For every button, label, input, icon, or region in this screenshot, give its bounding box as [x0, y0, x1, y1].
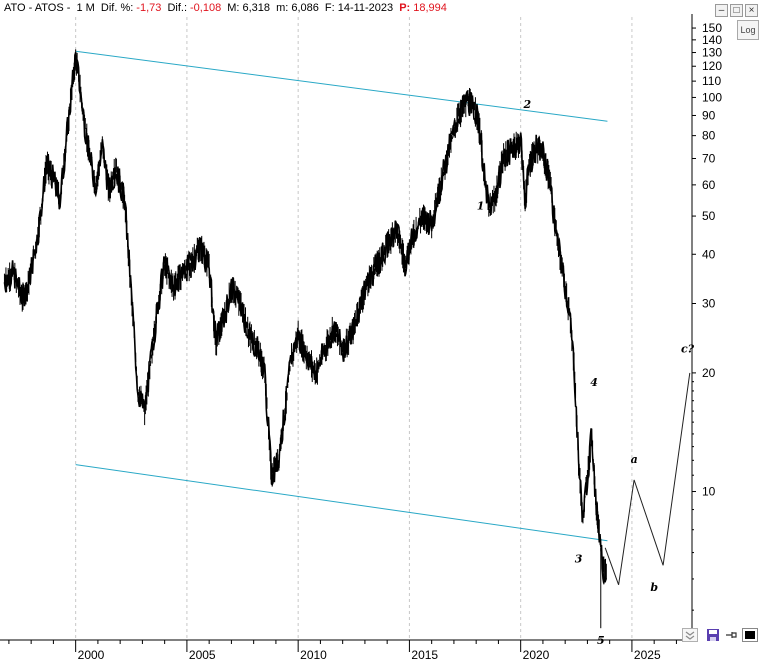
price-line	[3, 52, 608, 584]
y-tick-label: 150	[702, 21, 722, 35]
dif-value: -0,108	[190, 2, 222, 14]
y-tick-label: 110	[702, 74, 721, 88]
min-label: m:	[276, 2, 289, 14]
color-swatch-icon-glyph	[742, 628, 758, 642]
y-tick-label: 20	[702, 366, 716, 380]
max-label: M:	[227, 2, 240, 14]
min-value: 6,086	[291, 2, 319, 14]
trendline	[75, 50, 608, 122]
date-label: F:	[324, 2, 335, 14]
down-chevrons-icon-glyph	[685, 631, 695, 640]
x-axis: 2000 2005 2010 2015 2020 2025	[0, 639, 692, 662]
y-tick-label: 50	[702, 209, 716, 223]
y-tick-label: 140	[702, 33, 722, 47]
color-swatch-icon[interactable]	[742, 628, 758, 642]
x-tick-label: 2020	[523, 648, 550, 662]
y-tick-label: 30	[702, 297, 716, 311]
wave-label-2: 2	[523, 98, 532, 111]
close-button[interactable]: ×	[745, 4, 758, 17]
x-tick-label: 2025	[634, 648, 661, 662]
y-tick-label: 90	[702, 108, 716, 122]
wave-label-cq: c?	[681, 343, 695, 356]
price-label: P:	[399, 2, 411, 14]
y-tick-label: 40	[702, 247, 716, 261]
dif-pct-label: Dif. %:	[100, 2, 134, 14]
y-tick-label: 60	[702, 178, 716, 192]
down-chevrons-icon[interactable]	[682, 628, 698, 642]
wave-label-3: 3	[575, 553, 583, 566]
minimize-button[interactable]: –	[715, 4, 728, 17]
price-series	[3, 49, 608, 629]
projection-line	[604, 372, 691, 585]
y-tick-label: 70	[702, 151, 716, 165]
wave-labels: 1 2 3 4 5 a b c?	[477, 98, 695, 647]
x-tick-label: 2005	[189, 648, 216, 662]
chart-gridlines	[75, 17, 633, 640]
dif-label: Dif.:	[167, 2, 187, 14]
x-tick-label: 2010	[300, 648, 327, 662]
wave-label-4: 4	[590, 376, 598, 389]
dif-pct-value: -1,73	[136, 2, 162, 14]
max-value: 6,318	[242, 2, 271, 14]
date-value: 14-11-2023	[337, 2, 394, 14]
wave-label-a: a	[631, 453, 638, 466]
wave-label-b: b	[650, 581, 658, 594]
y-tick-label: 10	[702, 485, 716, 499]
wave-label-5: 5	[597, 634, 605, 647]
y-tick-label: 130	[702, 46, 722, 60]
pin-icon[interactable]	[723, 628, 739, 642]
period-label: 1 M	[76, 2, 95, 14]
x-tick-label: 2015	[411, 648, 438, 662]
wave-label-1: 1	[477, 199, 485, 212]
ticker-label: ATO - ATOS -	[4, 2, 71, 14]
pin-icon-glyph	[726, 632, 737, 638]
y-tick-label: 100	[702, 90, 722, 104]
save-icon-glyph	[707, 629, 719, 641]
save-icon[interactable]	[705, 628, 721, 642]
restore-button[interactable]: □	[730, 4, 743, 17]
trendlines	[75, 50, 608, 542]
price-value: 18,994	[413, 2, 447, 14]
chart-header: ATO - ATOS - 1 M Dif. %: -1,73 Dif.: -0,10…	[4, 2, 450, 14]
trendline	[75, 464, 608, 542]
projection-path	[604, 372, 691, 585]
x-tick-label: 2000	[78, 648, 105, 662]
log-scale-button[interactable]: Log	[737, 20, 759, 40]
y-tick-label: 80	[702, 129, 716, 143]
y-tick-label: 120	[702, 59, 722, 73]
